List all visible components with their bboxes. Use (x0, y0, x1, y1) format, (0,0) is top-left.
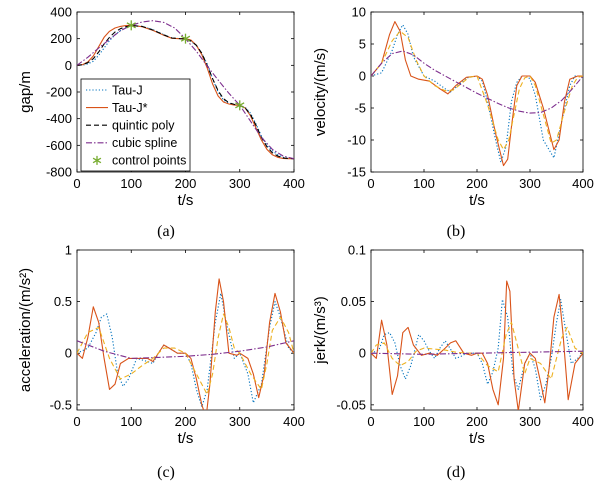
y-axis-label: jerk/(m/s³) (312, 296, 329, 365)
series-group (371, 280, 583, 410)
y-axis-label: velocity/(m/s) (312, 48, 329, 136)
y-tick-label: 5 (359, 37, 366, 52)
y-tick-label: -0.5 (50, 397, 72, 412)
y-tick-label: 10 (352, 5, 366, 20)
series-line-quintic-poly (77, 25, 294, 160)
x-tick-label: 100 (120, 414, 142, 429)
series-line-cubic-spline (77, 340, 294, 359)
x-tick-label: 400 (283, 414, 305, 429)
y-tick-label: 0 (65, 346, 72, 361)
y-tick-label: 0 (359, 346, 366, 361)
x-axis-label: t/s (178, 430, 194, 447)
x-tick-label: 0 (367, 176, 374, 191)
series-group (371, 21, 583, 167)
y-axis-label: gap/m (17, 71, 34, 113)
x-tick-label: 200 (466, 176, 488, 191)
x-tick-label: 300 (519, 414, 541, 429)
axes-frame (370, 249, 584, 411)
y-tick-label: -600 (46, 138, 72, 153)
control-point-marker (235, 100, 245, 111)
y-tick-label: 400 (50, 5, 72, 20)
series-line-tau-j (371, 24, 583, 163)
y-tick-label: -5 (354, 101, 366, 116)
x-tick-label: 400 (572, 414, 594, 429)
series-line-tau-j- (371, 21, 583, 167)
control-point-marker (126, 20, 136, 31)
panel-caption: (a) (157, 223, 175, 240)
x-axis-label: t/s (178, 192, 194, 209)
y-tick-label: 0.1 (348, 243, 366, 258)
legend-entry-label: quintic poly (112, 119, 175, 133)
legend-box (80, 78, 191, 172)
x-tick-label: 300 (229, 176, 251, 191)
y-tick-label: -0.05 (336, 397, 366, 412)
y-tick-label: 0 (359, 69, 366, 84)
legend-entry-label: Tau-J (112, 83, 143, 97)
panel-caption: (d) (447, 464, 466, 481)
x-tick-label: 0 (73, 414, 80, 429)
legend-entry-label: control points (112, 154, 186, 168)
legend-entry-label: Tau-J* (112, 101, 148, 115)
x-axis-label: t/s (469, 192, 485, 209)
y-tick-label: 1 (65, 243, 72, 258)
x-tick-label: 400 (283, 176, 305, 191)
series-line-cubic-spline (371, 350, 583, 355)
y-tick-label: -10 (347, 133, 366, 148)
y-tick-label: 0.5 (54, 294, 72, 309)
series-line-cubic-spline (371, 50, 583, 114)
axes-frame (370, 11, 584, 173)
panel-b: 0 100 200 300 400 10 5 0 -5 -10 -15 t/s velocity/(m/… (312, 5, 594, 241)
y-tick-label: -400 (46, 111, 72, 126)
y-tick-label: 200 (50, 31, 72, 46)
x-tick-label: 0 (73, 176, 80, 191)
x-tick-label: 100 (413, 414, 435, 429)
y-axis-label: acceleration/(m/s²) (17, 268, 34, 392)
series-line-quintic-poly (77, 313, 294, 396)
y-tick-label: -200 (46, 85, 72, 100)
series-line-quintic-poly (371, 321, 583, 380)
panel-caption: (c) (157, 464, 175, 481)
y-tick-label: -15 (347, 165, 366, 180)
control-point-marker (180, 33, 191, 44)
x-tick-label: 300 (229, 414, 251, 429)
x-tick-label: 400 (572, 176, 594, 191)
y-tick-label: 0.05 (341, 294, 366, 309)
x-tick-label: 200 (175, 414, 197, 429)
legend: Tau-J Tau-J* quintic poly cubic spline contr… (80, 78, 191, 172)
x-axis-label: t/s (469, 430, 485, 447)
y-tick-label: 0 (65, 58, 72, 73)
panel-caption: (b) (447, 223, 466, 240)
panel-a: 0 100 200 300 400 400 200 0 -200 -400 -600 -800 t/s g… (17, 5, 305, 241)
series-line-quintic-poly (371, 30, 583, 151)
series-line-tau-j- (371, 280, 583, 410)
x-tick-label: 100 (413, 176, 435, 191)
x-tick-label: 0 (367, 414, 374, 429)
panel-c: 0 100 200 300 40010.50-0.5t/sacceleration/(m… (17, 243, 305, 482)
x-tick-label: 300 (519, 176, 541, 191)
y-tick-label: -800 (46, 165, 72, 180)
series-group (77, 278, 294, 410)
legend-swatch (92, 155, 102, 165)
legend-entry-label: cubic spline (112, 136, 177, 150)
x-tick-label: 100 (120, 176, 142, 191)
panel-d: 0 100 200 300 4000.10.050-0.05t/sjerk/(m/s³)… (312, 243, 594, 482)
x-tick-label: 200 (175, 176, 197, 191)
x-tick-label: 200 (466, 414, 488, 429)
